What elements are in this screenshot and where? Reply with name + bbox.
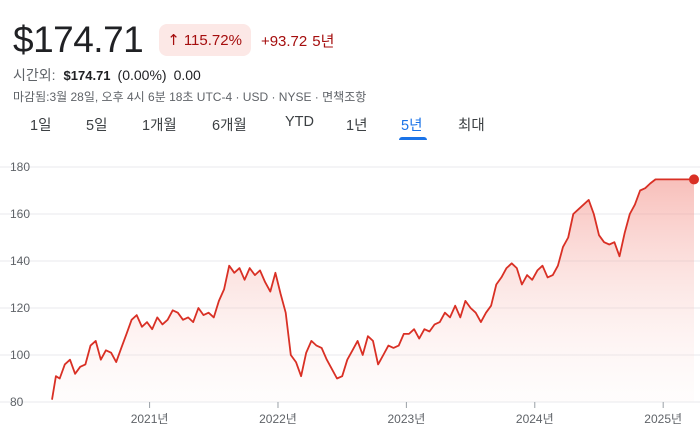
tab-1y[interactable]: 1년 (346, 118, 368, 134)
after-hours-change: 0.00 (173, 67, 201, 83)
tab-ytd[interactable]: YTD (285, 114, 314, 130)
y-tick-label: 80 (10, 395, 24, 409)
change-value: +93.72 (260, 32, 308, 50)
tab-1m[interactable]: 1개월 (142, 118, 177, 134)
after-hours-price: $174.71 (63, 67, 111, 83)
x-tick-label: 2022년 (259, 412, 297, 426)
price-line (51, 178, 694, 400)
y-tick-label: 100 (10, 348, 30, 362)
y-tick-label: 180 (10, 160, 30, 174)
change-absolute: +93.72 5년 (261, 30, 334, 51)
change-percent: 115.72% (183, 31, 242, 49)
y-tick-label: 140 (10, 254, 30, 268)
after-hours-label: 시간외: (13, 67, 56, 83)
tab-1d[interactable]: 1일 (30, 118, 52, 134)
x-tick-label: 2021년 (131, 412, 169, 426)
after-hours-row: 시간외: $174.71 (0.00%) 0.00 (13, 65, 201, 85)
latest-price-dot (689, 174, 699, 185)
price-area-fill (52, 179, 694, 402)
arrow-up-icon: ↑ (167, 31, 180, 49)
x-tick-label: 2024년 (516, 412, 554, 426)
current-price: $174.71 (13, 19, 144, 60)
market-status-line: 마감됨:3월 28일, 오후 4시 6분 18초 UTC-4 · USD · N… (13, 90, 367, 104)
price-header: $174.71 ↑ 115.72% +93.72 5년 (13, 18, 334, 62)
tab-max[interactable]: 최대 (458, 118, 485, 134)
y-tick-label: 120 (10, 301, 30, 315)
y-tick-label: 160 (10, 207, 30, 221)
x-tick-label: 2025년 (644, 412, 682, 426)
range-tabs: 1일 5일 1개월 6개월 YTD 1년 5년 최대 (0, 114, 700, 140)
active-tab-indicator (399, 137, 427, 140)
x-tick-label: 2023년 (388, 412, 426, 426)
tab-5d[interactable]: 5일 (86, 118, 108, 134)
change-percent-badge: ↑ 115.72% (159, 24, 251, 56)
price-chart[interactable]: 80 100 120 140 160 180 2021년 2022년 2023년 2024년 20… (0, 150, 700, 436)
after-hours-percent: (0.00%) (117, 67, 167, 83)
change-period: 5년 (312, 32, 335, 50)
tab-5y[interactable]: 5년 (401, 118, 423, 134)
tab-6m[interactable]: 6개월 (212, 118, 247, 134)
